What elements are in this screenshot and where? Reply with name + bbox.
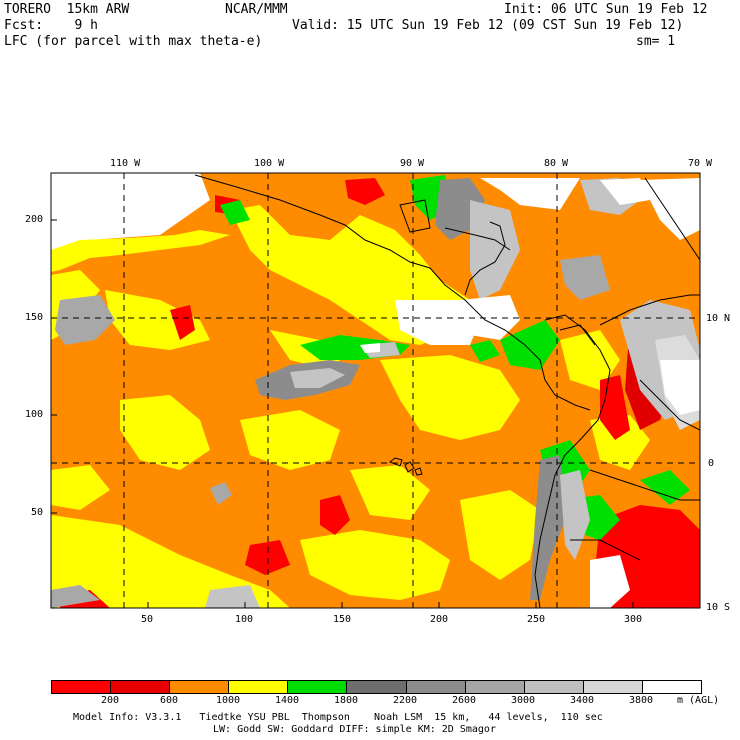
y-tick-label: 150 bbox=[25, 312, 44, 323]
y-tick-label: 50 bbox=[31, 507, 44, 518]
lon-label-90w: 90 W bbox=[400, 158, 425, 169]
lat-label-0: 0 bbox=[708, 458, 715, 469]
lfc-field bbox=[51, 173, 700, 608]
legend-tick-label: 200 bbox=[100, 695, 120, 706]
x-tick-label: 50 bbox=[141, 614, 154, 625]
model-title: TORERO 15km ARW bbox=[4, 2, 130, 17]
lat-label-10n: 10 N bbox=[706, 313, 731, 324]
y-tick-label: 100 bbox=[25, 409, 44, 420]
legend-tick-label: 1800 bbox=[333, 695, 359, 706]
x-tick-label: 200 bbox=[430, 614, 449, 625]
coastlines bbox=[194, 174, 700, 608]
legend-swatch bbox=[524, 681, 584, 693]
legend-tick-label: 3000 bbox=[510, 695, 536, 706]
x-tick-label: 100 bbox=[235, 614, 254, 625]
x-tick-label: 300 bbox=[624, 614, 643, 625]
legend-swatch bbox=[111, 681, 171, 693]
lat-label-10s: 10 S bbox=[706, 602, 731, 613]
legend-swatch bbox=[288, 681, 348, 693]
init-time: Init: 06 UTC Sun 19 Feb 12 bbox=[504, 2, 708, 17]
legend-swatch bbox=[583, 681, 643, 693]
legend-tick-label: 1400 bbox=[274, 695, 300, 706]
org-label: NCAR/MMM bbox=[225, 2, 288, 17]
legend-tick-label: 600 bbox=[159, 695, 179, 706]
legend-swatch bbox=[170, 681, 230, 693]
legend-tick-label: 2200 bbox=[392, 695, 418, 706]
map-frame bbox=[50, 172, 701, 609]
legend-swatch bbox=[406, 681, 466, 693]
forecast-hour: Fcst: 9 h bbox=[4, 18, 98, 33]
legend-swatch bbox=[465, 681, 525, 693]
legend-units: m (AGL) bbox=[677, 695, 720, 706]
legend-tick-label: 3800 bbox=[628, 695, 654, 706]
x-tick-label: 150 bbox=[333, 614, 352, 625]
legend-swatch bbox=[642, 681, 702, 693]
color-legend bbox=[51, 680, 702, 694]
valid-time: Valid: 15 UTC Sun 19 Feb 12 (09 CST Sun … bbox=[292, 18, 684, 33]
y-tick-label: 200 bbox=[25, 214, 44, 225]
legend-tick-label: 3400 bbox=[569, 695, 595, 706]
legend-tick-label: 1000 bbox=[215, 695, 241, 706]
legend-tick-label: 2600 bbox=[451, 695, 477, 706]
lon-label-80w: 80 W bbox=[544, 158, 569, 169]
legend-swatch bbox=[347, 681, 407, 693]
graticule bbox=[51, 173, 700, 608]
x-axis-ticks bbox=[147, 602, 634, 608]
lon-label-110w: 110 W bbox=[110, 158, 141, 169]
lon-label-100w: 100 W bbox=[254, 158, 285, 169]
legend-swatch bbox=[52, 681, 112, 693]
y-axis-ticks bbox=[51, 219, 57, 514]
x-tick-label: 250 bbox=[527, 614, 546, 625]
physics-info: LW: Godd SW: Goddard DIFF: simple KM: 2D… bbox=[213, 724, 496, 735]
smoothing-label: sm= 1 bbox=[636, 34, 676, 49]
lon-label-70w: 70 W bbox=[688, 158, 713, 169]
legend-swatch bbox=[229, 681, 289, 693]
field-name: LFC (for parcel with max theta-e) bbox=[4, 34, 263, 49]
model-info: Model Info: V3.3.1 Tiedtke YSU PBL Thomp… bbox=[73, 712, 603, 723]
